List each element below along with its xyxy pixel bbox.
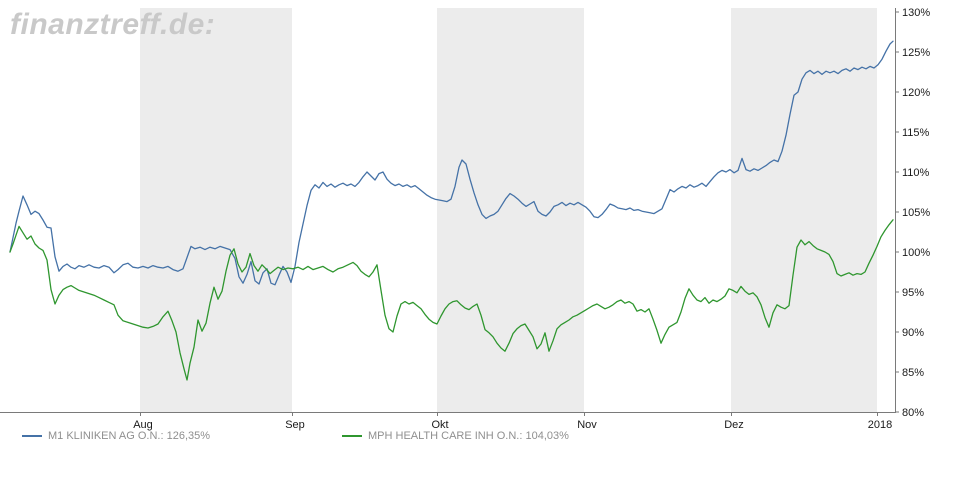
legend-label-mph-health-care: MPH HEALTH CARE INH O.N.: 104,03% xyxy=(368,430,569,442)
svg-text:90%: 90% xyxy=(902,327,924,339)
svg-text:130%: 130% xyxy=(902,7,930,19)
svg-text:100%: 100% xyxy=(902,247,930,259)
svg-text:120%: 120% xyxy=(902,87,930,99)
svg-text:2018: 2018 xyxy=(868,419,892,431)
svg-text:115%: 115% xyxy=(902,127,930,139)
legend-item-mph-health-care[interactable]: MPH HEALTH CARE INH O.N.: 104,03% xyxy=(342,430,569,442)
legend-item-m1-kliniken[interactable]: M1 KLINIKEN AG O.N.: 126,35% xyxy=(22,430,210,442)
legend-label-m1-kliniken: M1 KLINIKEN AG O.N.: 126,35% xyxy=(48,430,211,442)
legend-line-swatch-green xyxy=(342,435,362,437)
svg-text:95%: 95% xyxy=(902,287,924,299)
legend-line-swatch-blue xyxy=(22,435,42,437)
svg-text:105%: 105% xyxy=(902,207,930,219)
svg-text:80%: 80% xyxy=(902,407,924,419)
chart-legend: M1 KLINIKEN AG O.N.: 126,35% MPH HEALTH … xyxy=(0,430,970,450)
svg-text:Aug: Aug xyxy=(133,419,153,431)
svg-text:125%: 125% xyxy=(902,47,930,59)
svg-text:Dez: Dez xyxy=(724,419,744,431)
svg-text:110%: 110% xyxy=(902,167,930,179)
chart-svg: 130% 125% 120% 115% 110% 105% 100% 95% 90% 85% 80%… xyxy=(0,7,930,431)
svg-text:Sep: Sep xyxy=(285,419,305,431)
svg-text:Okt: Okt xyxy=(431,419,448,431)
svg-text:Nov: Nov xyxy=(577,419,597,431)
svg-text:85%: 85% xyxy=(902,367,924,379)
